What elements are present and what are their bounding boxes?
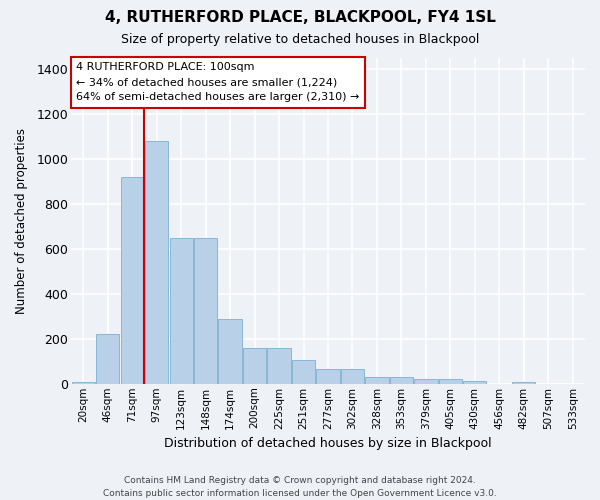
Bar [292,360,315,384]
Text: 4 RUTHERFORD PLACE: 100sqm
← 34% of detached houses are smaller (1,224)
64% of s: 4 RUTHERFORD PLACE: 100sqm ← 34% of deta… [76,62,359,102]
Bar [414,380,437,384]
Bar [341,369,364,384]
Y-axis label: Number of detached properties: Number of detached properties [15,128,28,314]
Text: Contains HM Land Registry data © Crown copyright and database right 2024.
Contai: Contains HM Land Registry data © Crown c… [103,476,497,498]
Text: Size of property relative to detached houses in Blackpool: Size of property relative to detached ho… [121,32,479,46]
Bar [439,380,462,384]
Bar [463,381,487,384]
Bar [170,238,193,384]
Bar [365,377,389,384]
Bar [243,348,266,384]
Bar [194,238,217,384]
Bar [512,382,535,384]
Bar [218,318,242,384]
Bar [316,369,340,384]
Bar [71,382,95,384]
Bar [96,334,119,384]
Bar [121,177,144,384]
Bar [145,141,168,384]
Text: 4, RUTHERFORD PLACE, BLACKPOOL, FY4 1SL: 4, RUTHERFORD PLACE, BLACKPOOL, FY4 1SL [104,10,496,25]
X-axis label: Distribution of detached houses by size in Blackpool: Distribution of detached houses by size … [164,437,492,450]
Bar [390,377,413,384]
Bar [268,348,290,384]
